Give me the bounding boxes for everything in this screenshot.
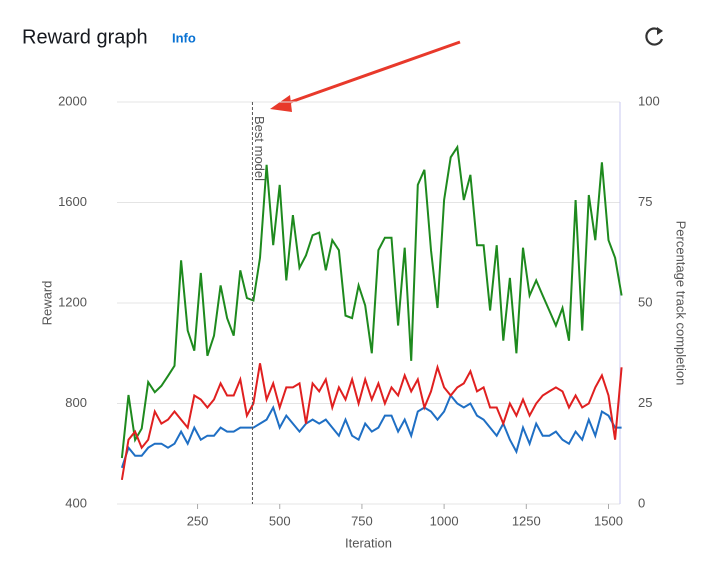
y-tick-label: 400: [65, 495, 87, 510]
series-line: [120, 393, 622, 469]
y2-tick-label: 0: [638, 495, 645, 510]
title: Reward graph: [22, 26, 148, 48]
annotation-label: Best model: [252, 116, 267, 181]
x-tick-label: 1500: [594, 513, 623, 528]
y2-tick-label: 75: [638, 194, 652, 209]
y2-tick-label: 50: [638, 294, 652, 309]
series-line: [120, 144, 623, 459]
y-tick-label: 2000: [58, 93, 87, 108]
y-tick-label: 1200: [58, 294, 87, 309]
x-tick-label: 750: [351, 513, 373, 528]
y2-axis-label: Percentage track completion: [674, 221, 689, 386]
x-tick-label: 1000: [430, 513, 459, 528]
info-link[interactable]: Info: [172, 30, 196, 45]
series-line: [120, 363, 623, 481]
x-tick-label: 250: [187, 513, 209, 528]
y2-tick-label: 100: [638, 93, 660, 108]
y2-tick-label: 25: [638, 395, 652, 410]
x-axis-label: Iteration: [345, 535, 392, 550]
y-tick-label: 800: [65, 395, 87, 410]
y-axis-label: Reward: [39, 281, 54, 326]
x-tick-label: 500: [269, 513, 291, 528]
refresh-icon[interactable]: [645, 27, 664, 46]
arrow: [270, 40, 461, 112]
x-tick-label: 1250: [512, 513, 541, 528]
y-tick-label: 1600: [58, 194, 87, 209]
